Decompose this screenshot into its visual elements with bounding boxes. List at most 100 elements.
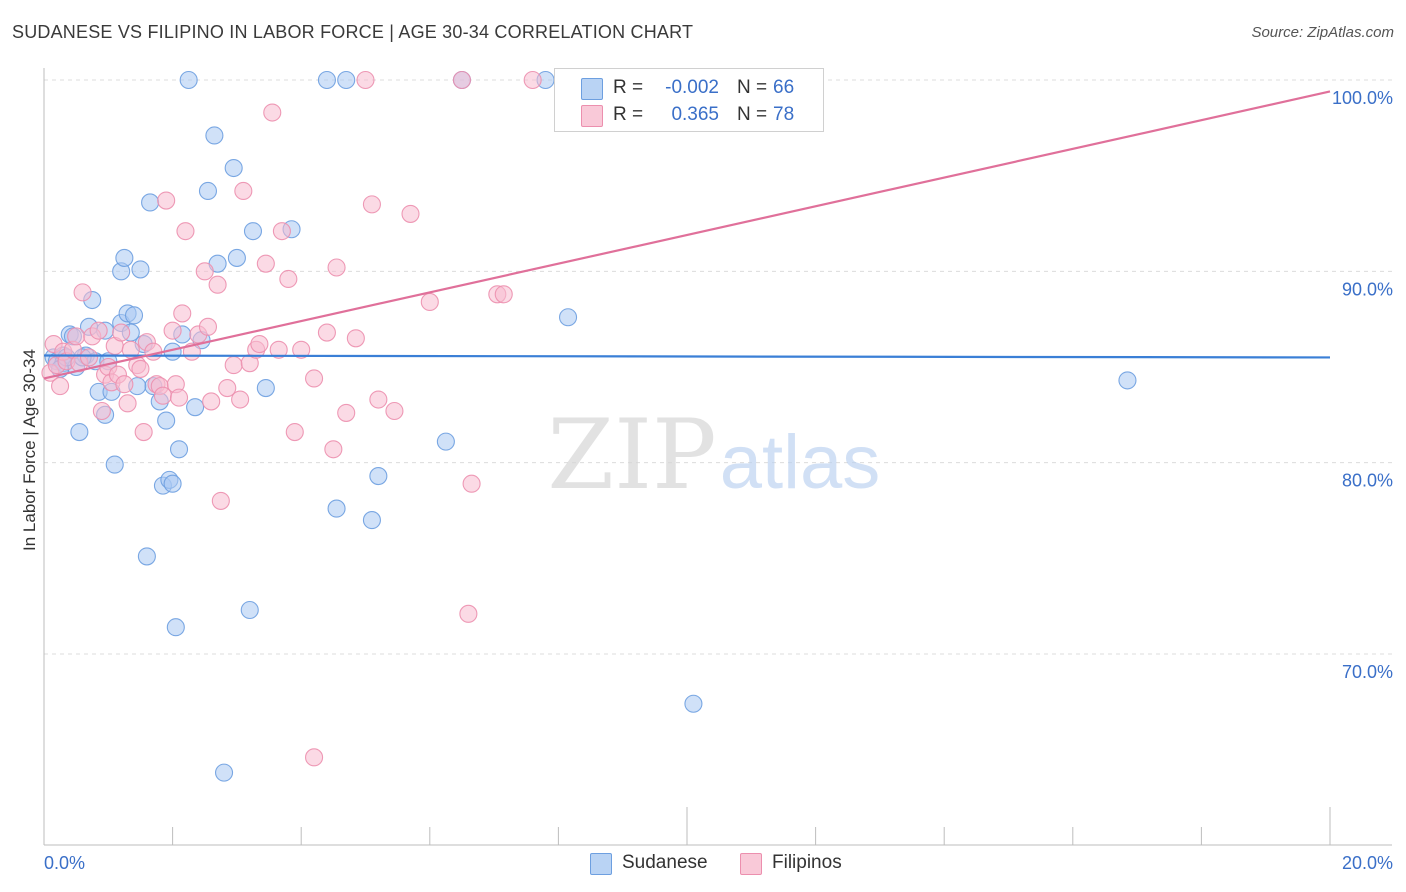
legend-r-label: R = [613, 104, 644, 125]
filipinos-point [327, 258, 346, 277]
x-tick-label: 0.0% [44, 853, 85, 873]
y-axis-label: In Labor Force | Age 30-34 [20, 349, 39, 551]
sudanese-point [186, 398, 205, 417]
y-tick-label: 70.0% [1342, 662, 1393, 682]
watermark: ZIP atlas [547, 399, 880, 511]
filipinos-point [269, 340, 288, 359]
filipinos-point [285, 423, 304, 442]
filipinos-point [73, 283, 92, 302]
bottom-legend-swatch-sudanese [590, 853, 612, 875]
legend-row-filipinos: R = 0.365 N = 78 [555, 102, 823, 128]
filipinos-point [51, 377, 70, 396]
axes [43, 68, 1392, 846]
filipinos-point [324, 440, 343, 459]
sudanese-point [166, 618, 185, 637]
filipinos-point [452, 70, 472, 90]
sudanese-point [179, 70, 198, 90]
filipinos-point [356, 70, 375, 90]
sudanese-point [337, 70, 356, 90]
filipinos-point [224, 356, 243, 375]
filipinos-point [231, 390, 250, 409]
legend-n-label: N = [737, 104, 768, 125]
filipinos-point [337, 403, 356, 422]
sudanese-point [70, 423, 89, 442]
sudanese-point [198, 181, 218, 201]
sudanese-point [115, 248, 134, 267]
filipinos-point [494, 285, 513, 304]
filipinos-point [92, 401, 111, 421]
y-tick-label: 100.0% [1332, 88, 1393, 108]
filipinos-point [385, 401, 404, 421]
filipinos-point [250, 334, 269, 354]
filipinos-point [163, 321, 182, 340]
sudanese-point [369, 467, 388, 486]
filipinos-point [401, 204, 420, 223]
filipinos-point [420, 292, 439, 311]
sudanese-point [224, 158, 243, 178]
filipinos-point [305, 369, 324, 388]
x-tick-label: 20.0% [1342, 853, 1393, 873]
trend-line-sudanese [43, 354, 1331, 359]
filipinos-point [346, 329, 365, 348]
trend-line-filipinos [43, 90, 1331, 380]
filipinos-point [305, 748, 324, 767]
watermark-atlas: atlas [720, 420, 881, 505]
sudanese-point [163, 474, 182, 493]
sudanese-point [131, 260, 150, 279]
filipinos-point [234, 181, 253, 201]
y-tick-label: 80.0% [1342, 471, 1393, 491]
filipinos-point [173, 304, 192, 323]
legend-r-value: -0.002 [665, 77, 719, 98]
filipinos-point [292, 340, 311, 359]
sudanese-point [141, 193, 160, 212]
trend-lines [43, 90, 1331, 380]
filipinos-point [195, 262, 214, 281]
filipinos-point [118, 394, 137, 413]
filipinos-point [523, 70, 542, 90]
sudanese-point [436, 432, 455, 451]
filipinos-point [79, 348, 99, 367]
filipinos-point [169, 388, 189, 407]
chart-title: SUDANESE VS FILIPINO IN LABOR FORCE | AG… [12, 22, 694, 42]
filipinos-point [218, 378, 237, 398]
bottom-legend-label-filipinos: Filipinos [772, 852, 842, 873]
filipinos-point [198, 317, 218, 336]
sudanese-point [327, 499, 346, 518]
series-filipinos-points [41, 70, 816, 767]
y-tick-label: 90.0% [1342, 279, 1393, 299]
y-axis-label-container: In Labor Force | Age 30-34 [20, 330, 40, 570]
filipinos-point [157, 191, 176, 210]
sudanese-point [240, 600, 259, 620]
sudanese-point [169, 440, 189, 459]
filipinos-point [272, 222, 291, 241]
filipinos-point [211, 491, 230, 510]
filipinos-point [134, 423, 153, 442]
legend-r-value: 0.365 [671, 104, 719, 125]
legend-r-label: R = [613, 77, 644, 98]
legend-swatch-sudanese [581, 78, 603, 100]
sudanese-point [362, 511, 381, 530]
sudanese-point [1118, 371, 1137, 390]
filipinos-point [256, 254, 275, 273]
filipinos-point [115, 375, 134, 394]
filipinos-point [263, 103, 282, 122]
sudanese-point [243, 222, 263, 241]
sudanese-point [684, 694, 703, 713]
legend-n-value: 66 [773, 77, 795, 98]
filipinos-point [202, 392, 221, 411]
filipinos-point [462, 474, 481, 493]
filipinos-point [459, 604, 478, 623]
sudanese-point [205, 126, 224, 145]
legend-row-sudanese: R = -0.002 N = 66 [555, 75, 823, 101]
filipinos-point [67, 327, 86, 346]
filipinos-point [89, 321, 108, 340]
filipinos-point [369, 390, 388, 409]
sudanese-point [317, 70, 336, 90]
filipinos-point [317, 323, 336, 342]
sudanese-point [227, 248, 246, 267]
watermark-zip: ZIP [547, 399, 716, 511]
chart-source: Source: ZipAtlas.com [1251, 24, 1394, 41]
sudanese-point [256, 378, 275, 398]
legend-swatch-filipinos [581, 105, 603, 127]
